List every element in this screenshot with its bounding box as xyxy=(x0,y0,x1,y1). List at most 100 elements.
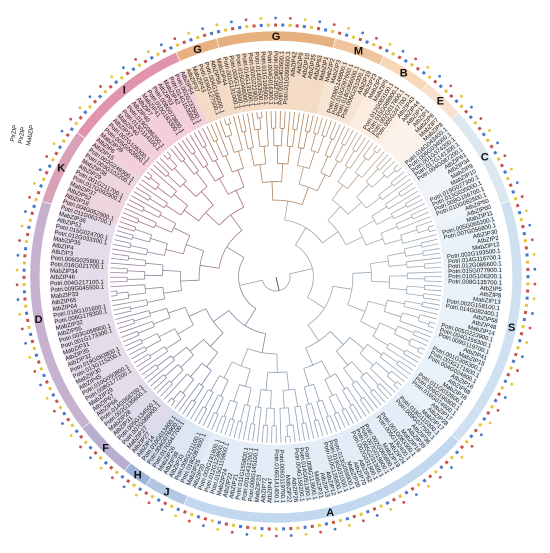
tree-branch xyxy=(406,257,441,263)
tree-branch xyxy=(324,379,333,396)
tree-branch xyxy=(307,324,320,342)
leaf-label: MabZIP33 xyxy=(51,292,80,300)
tree-branch xyxy=(396,381,402,386)
leaf-marker xyxy=(427,484,430,488)
leaf-marker xyxy=(516,345,520,350)
tree-branch xyxy=(424,262,442,265)
tree-branch xyxy=(228,124,233,136)
tree-branch xyxy=(347,174,359,189)
leaf-marker xyxy=(18,312,22,316)
tree-branch xyxy=(296,112,300,130)
leaf-marker xyxy=(520,195,524,198)
tree-branch xyxy=(305,404,315,439)
leaf-marker xyxy=(110,476,114,480)
leaf-marker xyxy=(34,197,39,202)
leaf-marker xyxy=(521,224,525,229)
leaf-marker xyxy=(28,332,33,337)
leaf-label: AtbZIP8 xyxy=(479,292,502,300)
leaf-marker xyxy=(332,23,336,27)
leaf-marker xyxy=(385,500,390,505)
leaf-marker xyxy=(318,20,322,24)
leaf-marker xyxy=(511,190,516,194)
leaf-marker xyxy=(288,23,292,27)
tree-branch xyxy=(387,252,406,257)
tree-branch xyxy=(144,367,159,379)
tree-branch xyxy=(337,166,348,183)
tree-branch xyxy=(421,243,439,248)
leaf-marker xyxy=(259,23,263,28)
tree-branch xyxy=(424,289,442,292)
tree-branch xyxy=(138,350,168,372)
tree-branch xyxy=(265,111,269,146)
tree-branch xyxy=(132,236,150,243)
tree-branch xyxy=(311,403,317,421)
leaf-marker xyxy=(403,58,408,64)
tree-branch xyxy=(164,346,169,352)
tree-branch xyxy=(379,356,408,379)
tree-branch xyxy=(400,235,404,244)
tree-branch xyxy=(316,401,328,435)
tree-branch xyxy=(149,308,167,314)
tree-branch xyxy=(309,115,314,133)
tree-branch xyxy=(297,147,302,166)
tree-branch xyxy=(340,132,358,163)
leaf-marker xyxy=(143,59,148,64)
tree-branch xyxy=(202,394,219,427)
tree-branch xyxy=(148,353,152,358)
leaf-marker xyxy=(146,50,150,54)
tree-branch xyxy=(196,172,208,187)
tree-branch xyxy=(238,257,257,309)
tree-branch xyxy=(270,390,272,409)
tree-branch xyxy=(389,264,407,267)
tree-branch xyxy=(145,262,164,266)
leaf-label: Potri.016G141400.1 xyxy=(273,449,279,503)
tree-branch xyxy=(411,338,428,347)
leaf-marker xyxy=(187,31,190,35)
tree-branch xyxy=(261,273,291,292)
tree-branch xyxy=(405,194,421,204)
leaf-marker xyxy=(473,120,478,125)
leaf-marker xyxy=(352,514,357,519)
tree-branch xyxy=(407,271,442,274)
tree-branch xyxy=(368,300,386,307)
tree-branch xyxy=(167,155,172,160)
leaf-marker xyxy=(134,493,138,497)
leaf-marker xyxy=(230,530,234,534)
tree-branch xyxy=(335,393,345,410)
tree-branch xyxy=(141,364,157,376)
tree-branch xyxy=(286,424,294,426)
tree-branch xyxy=(153,164,167,177)
leaf-marker xyxy=(65,133,70,138)
leaf-marker xyxy=(500,385,505,390)
leaf-marker xyxy=(449,84,453,88)
tree-branch xyxy=(230,214,243,231)
leaf-label: AtbZIP47 xyxy=(267,477,274,503)
group-bands xyxy=(29,30,523,524)
tree-branch xyxy=(110,281,128,283)
tree-branch xyxy=(144,260,147,267)
leaf-label: AtbZIP21 xyxy=(229,473,240,499)
tree-branch xyxy=(301,423,305,441)
tree-branch xyxy=(380,226,398,234)
tree-branch xyxy=(147,171,153,177)
leaf-marker xyxy=(309,25,314,30)
tree-branch xyxy=(335,373,346,390)
leaf-label: Potri.009G045500.1 xyxy=(50,285,105,294)
leaf-marker xyxy=(499,163,504,168)
leaf-label: AtbZIP58 xyxy=(472,314,498,325)
leaf-marker xyxy=(397,55,402,60)
leaf-label: MabZIP12 xyxy=(472,242,501,252)
tree-branch xyxy=(219,120,227,138)
outlier-label: MabZIP xyxy=(26,125,36,147)
tree-branch xyxy=(325,120,332,137)
tree-branch xyxy=(270,111,272,129)
leaf-marker xyxy=(378,45,383,50)
leaf-marker xyxy=(323,28,328,32)
tree-branch xyxy=(242,114,247,132)
clade-background xyxy=(191,389,444,504)
tree-branch xyxy=(133,191,149,201)
leaf-marker xyxy=(372,507,377,511)
leaf-marker xyxy=(187,519,191,523)
tree-branch xyxy=(218,178,229,195)
